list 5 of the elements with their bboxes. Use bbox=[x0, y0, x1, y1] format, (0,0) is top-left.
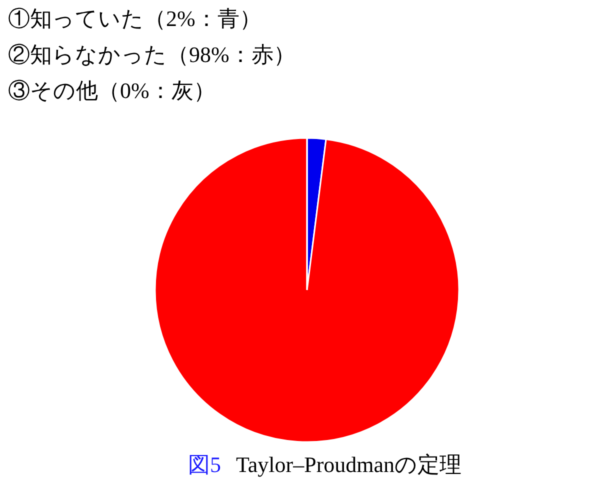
pie-slice bbox=[154, 137, 460, 442]
caption: 図5 Taylor–Proudmanの定理 bbox=[188, 452, 462, 477]
text: ②知らなかった（98%：赤） bbox=[8, 42, 296, 67]
text: ①知っていた（2%：青） bbox=[8, 6, 262, 31]
text: ③その他（0%：灰） bbox=[8, 78, 216, 103]
